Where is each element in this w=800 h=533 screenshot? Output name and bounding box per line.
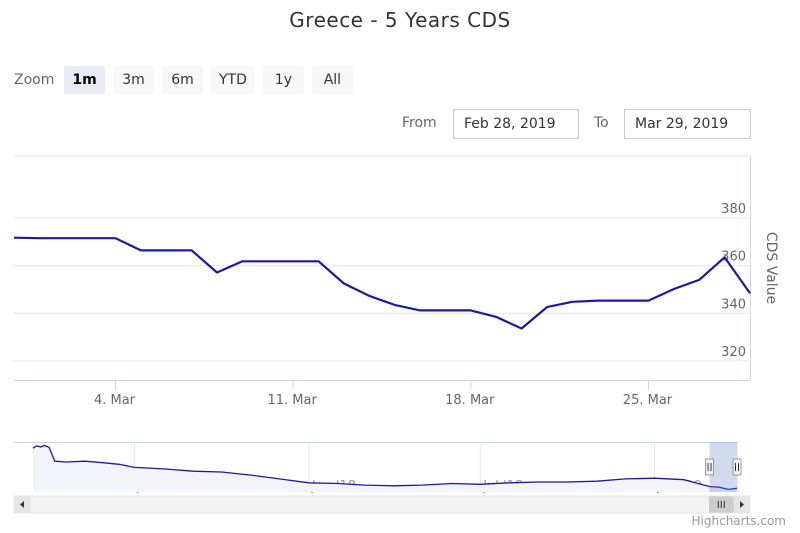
credits-link[interactable]: Highcharts.com <box>691 514 786 528</box>
zoom-1m-button[interactable]: 1m <box>64 66 105 94</box>
handle-body <box>705 458 715 476</box>
zoom-all-button[interactable]: All <box>311 66 353 94</box>
navigator-tick-label: Jul '18 <box>482 479 523 494</box>
x-tick-label: 11. Mar <box>268 393 318 408</box>
y-axis-title: CDS Value <box>763 232 779 304</box>
y-tick-label: 380 <box>721 202 746 217</box>
from-date-input[interactable]: Feb 28, 2019 <box>453 109 579 139</box>
scrollbar-left-button <box>14 496 31 513</box>
scrollbar-thumb <box>709 496 734 513</box>
x-tick-label: 18. Mar <box>445 393 495 408</box>
navigator-background <box>14 442 737 492</box>
navigator-series-line <box>32 444 738 491</box>
x-tick-label: 25. Mar <box>623 393 673 408</box>
chart-title: Greece - 5 Years CDS <box>289 8 511 32</box>
x-tick-label: 4. Mar <box>94 393 136 408</box>
y-tick-label: 360 <box>721 250 746 265</box>
zoom-3m-button[interactable]: 3m <box>113 66 154 94</box>
zoom-buttons: 1m 3m 6m YTD 1y All <box>64 66 353 94</box>
to-date-input[interactable]: Mar 29, 2019 <box>624 109 751 139</box>
zoom-ytd-button[interactable]: YTD <box>211 66 255 94</box>
to-label: To <box>594 115 609 131</box>
zoom-1y-button[interactable]: 1y <box>262 66 304 94</box>
scrollbar-right-button <box>733 496 750 513</box>
navigator-area <box>33 445 737 492</box>
zoom-6m-button[interactable]: 6m <box>162 66 203 94</box>
navigator-left-handle <box>705 458 715 476</box>
navigator-selected-range <box>709 442 738 492</box>
y-tick-label: 340 <box>721 297 746 312</box>
y-tick-label: 320 <box>721 345 746 360</box>
scrollbar-track <box>13 495 751 514</box>
scrollbar-left-arrow-icon <box>20 501 24 508</box>
zoom-label: Zoom <box>14 72 55 88</box>
handle-body <box>732 458 742 476</box>
navigator-tick-label: Jul '17 <box>136 479 177 494</box>
cds-series-line <box>13 236 751 330</box>
from-label: From <box>402 115 437 131</box>
scrollbar-right-arrow-icon <box>740 501 744 508</box>
navigator-tick-label: Jan '18 <box>311 479 356 494</box>
navigator-right-handle <box>732 458 742 476</box>
navigator-tick-label: Jan '19 <box>657 479 702 494</box>
